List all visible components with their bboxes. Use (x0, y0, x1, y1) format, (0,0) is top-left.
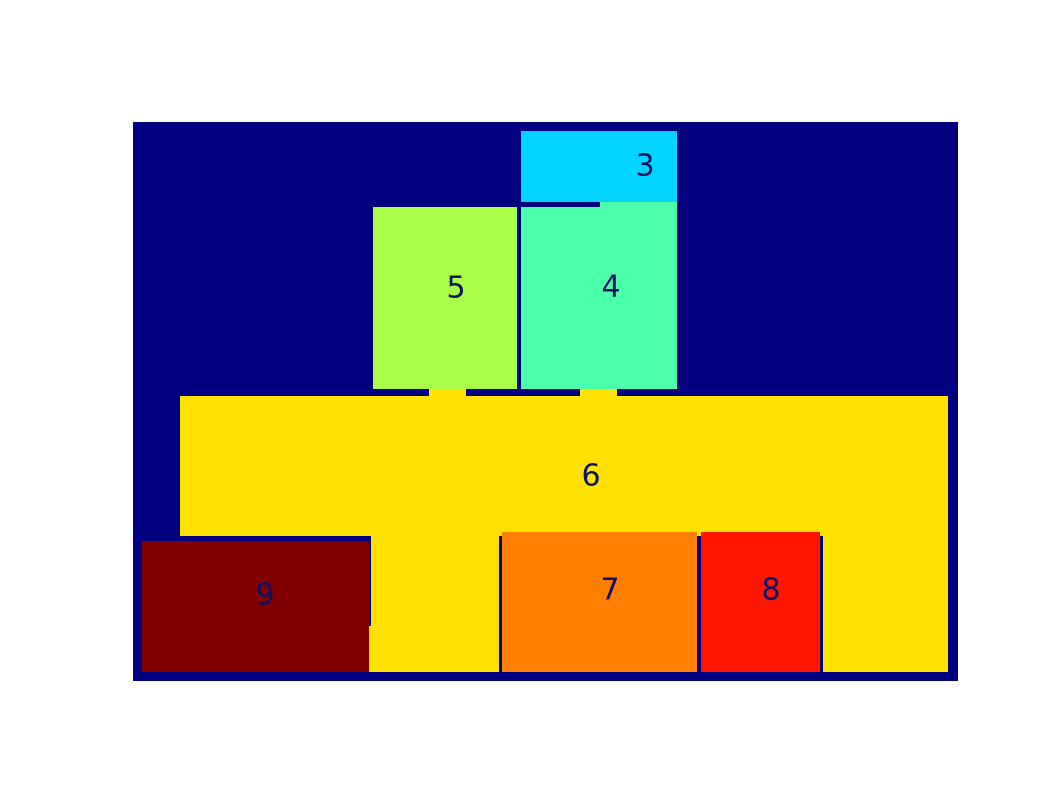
room-3: 3 (521, 131, 677, 202)
room-6-door-to-room-7 (587, 526, 625, 532)
room-6-door-to-room-9 (368, 626, 374, 672)
room-6-fill-lower-left (371, 536, 499, 672)
room-4-label: 4 (601, 270, 620, 305)
room-7: 7 (502, 532, 697, 672)
room-8-label: 8 (761, 573, 780, 608)
room-8: 8 (701, 532, 820, 672)
room-3-label: 3 (635, 149, 654, 184)
room-4-fill (521, 207, 677, 389)
room-8-fill (701, 532, 820, 672)
room-3-fill (521, 131, 677, 202)
room-6-label: 6 (581, 459, 600, 494)
room-5-fill (373, 207, 517, 389)
room-5-label: 5 (446, 271, 465, 306)
room-6-door-to-room-5 (429, 389, 466, 396)
room-4-door-top (600, 202, 677, 207)
room-6-door-to-room-8 (741, 526, 779, 532)
room-5: 5 (373, 207, 517, 389)
room-9: 9 (142, 541, 369, 672)
room-6: 6 (180, 389, 948, 672)
room-6-fill-main (180, 396, 948, 536)
room-6-fill-lower-right (823, 536, 948, 672)
room-7-fill (502, 532, 697, 672)
room-7-label: 7 (600, 573, 619, 608)
room-6-door-to-room-4 (580, 389, 617, 396)
room-9-fill (142, 541, 369, 672)
room-4: 4 (521, 202, 677, 389)
room-9-label: 9 (255, 578, 274, 613)
